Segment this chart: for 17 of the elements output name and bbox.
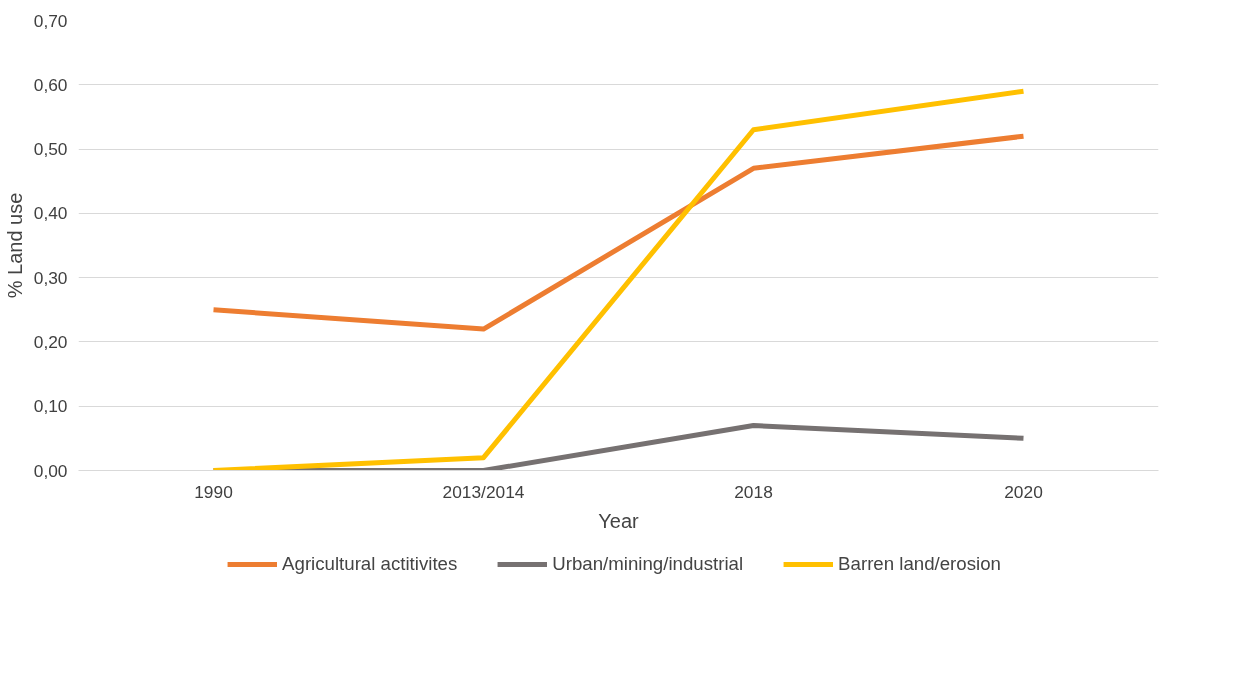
y-tick-label: 0,10 <box>33 396 68 417</box>
y-axis-title: % Land use <box>3 192 26 299</box>
y-tick-label: 0,00 <box>33 460 68 481</box>
y-tick-label: 0,40 <box>33 203 68 224</box>
y-tick-label: 0,20 <box>33 331 68 352</box>
y-tick-label: 0,60 <box>33 74 68 95</box>
x-axis-title: Year <box>598 509 640 532</box>
x-tick-label: 2020 <box>1004 481 1043 502</box>
y-tick-label: 0,50 <box>33 139 68 160</box>
x-tick-label: 2013/2014 <box>442 481 525 502</box>
legend-label: Agricultural actitivites <box>282 553 458 575</box>
x-tick-label: 1990 <box>194 481 233 502</box>
legend-label: Barren land/erosion <box>838 553 1001 575</box>
legend-label: Urban/mining/industrial <box>552 553 744 575</box>
y-tick-label: 0,30 <box>33 267 68 288</box>
y-tick-label: 0,70 <box>33 10 68 31</box>
x-tick-label: 2018 <box>734 481 773 502</box>
